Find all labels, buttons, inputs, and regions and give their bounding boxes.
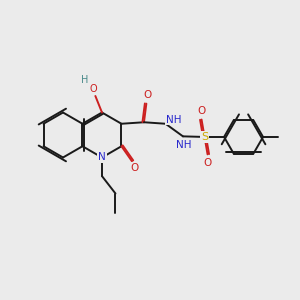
Text: O: O <box>144 90 152 100</box>
Text: N: N <box>98 152 106 163</box>
Text: NH: NH <box>166 115 182 124</box>
Text: O: O <box>197 106 206 116</box>
Text: NH: NH <box>176 140 191 150</box>
Text: S: S <box>201 132 208 142</box>
Text: O: O <box>131 163 139 173</box>
Text: O: O <box>89 83 97 94</box>
Text: H: H <box>81 75 88 85</box>
Text: O: O <box>203 158 212 168</box>
